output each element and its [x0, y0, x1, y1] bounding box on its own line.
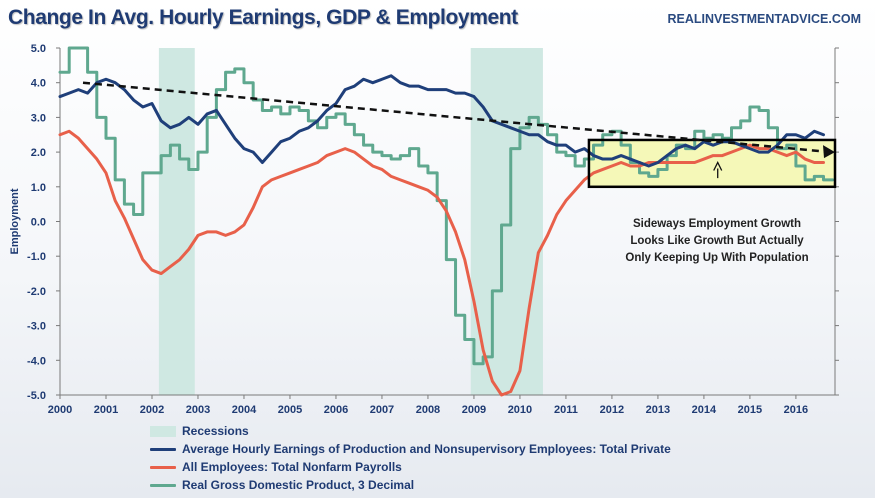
y-tick-label: -1.0	[27, 251, 46, 263]
series-lines	[58, 46, 835, 397]
x-tick-label: 2012	[600, 404, 624, 416]
x-tick-label: 2004	[232, 404, 257, 416]
legend-label-payrolls: All Employees: Total Nonfarm Payrolls	[182, 460, 402, 474]
y-tick-label: 5.0	[31, 43, 46, 55]
x-tick-label: 2015	[738, 404, 762, 416]
series-line-earnings	[58, 74, 826, 168]
annotation-arrow-head	[713, 161, 723, 171]
y-tick-label: -2.0	[27, 286, 46, 298]
x-tick-label: 2016	[784, 404, 808, 416]
annotation-text: Sideways Employment Growth Looks Like Gr…	[597, 216, 837, 267]
highlight-box-border	[587, 138, 837, 189]
chart-title: Change In Avg. Hourly Earnings, GDP & Em…	[8, 6, 518, 29]
x-tick-label: 2002	[140, 404, 164, 416]
x-tick-label: 2011	[554, 404, 578, 416]
x-tick-label: 2013	[646, 404, 670, 416]
y-tick-label: -5.0	[27, 390, 46, 402]
trend-line	[82, 81, 832, 154]
legend-label-recessions: Recessions	[182, 424, 249, 438]
y-tick-label: 1.0	[31, 182, 46, 194]
axes: 5.04.03.02.01.00.0-1.0-2.0-3.0-4.0-5.020…	[9, 43, 839, 416]
x-tick-label: 2005	[278, 404, 302, 416]
annotations-overlay	[82, 81, 837, 189]
y-tick-label: 4.0	[31, 78, 46, 90]
y-tick-label: 2.0	[31, 147, 46, 159]
y-tick-label: -3.0	[27, 321, 46, 333]
annotation-line-1: Sideways Employment Growth	[632, 218, 802, 230]
legend-item-earnings: Average Hourly Earnings of Production an…	[150, 440, 671, 458]
x-tick-label: 2014	[692, 404, 717, 416]
y-tick-label: 3.0	[31, 112, 46, 124]
x-tick-label: 2010	[508, 404, 532, 416]
legend-label-gdp: Real Gross Domestic Product, 3 Decimal	[182, 478, 415, 492]
x-tick-label: 2006	[324, 404, 348, 416]
legend-swatch-payrolls	[150, 465, 176, 469]
x-tick-label: 2000	[48, 404, 72, 416]
y-tick-label: -4.0	[27, 355, 46, 367]
y-axis-label: Employment	[9, 188, 21, 254]
x-tick-label: 2008	[416, 404, 440, 416]
x-tick-label: 2007	[370, 404, 394, 416]
y-tick-label: 0.0	[31, 217, 46, 229]
annotation-line-2: Looks Like Growth But Actually	[630, 235, 804, 247]
trend-line-arrowhead	[823, 145, 835, 159]
legend-item-recessions: Recessions	[150, 422, 671, 440]
legend-swatch-earnings	[150, 447, 176, 451]
legend-label-earnings: Average Hourly Earnings of Production an…	[182, 442, 671, 456]
series-line-payrolls	[58, 129, 826, 397]
legend-swatch-recessions	[150, 425, 176, 437]
source-watermark: REALINVESTMENTADVICE.COM	[667, 12, 861, 26]
annotation-line-3: Only Keeping Up With Population	[625, 252, 809, 264]
x-tick-label: 2009	[462, 404, 486, 416]
recession-band-1	[158, 48, 195, 395]
series-line-gdp	[58, 46, 835, 366]
legend-item-gdp: Real Gross Domestic Product, 3 Decimal	[150, 476, 671, 494]
legend-item-payrolls: All Employees: Total Nonfarm Payrolls	[150, 458, 671, 476]
legend: Recessions Average Hourly Earnings of Pr…	[150, 422, 671, 494]
x-tick-label: 2003	[186, 404, 210, 416]
x-tick-label: 2001	[94, 404, 118, 416]
legend-swatch-gdp	[150, 483, 176, 487]
